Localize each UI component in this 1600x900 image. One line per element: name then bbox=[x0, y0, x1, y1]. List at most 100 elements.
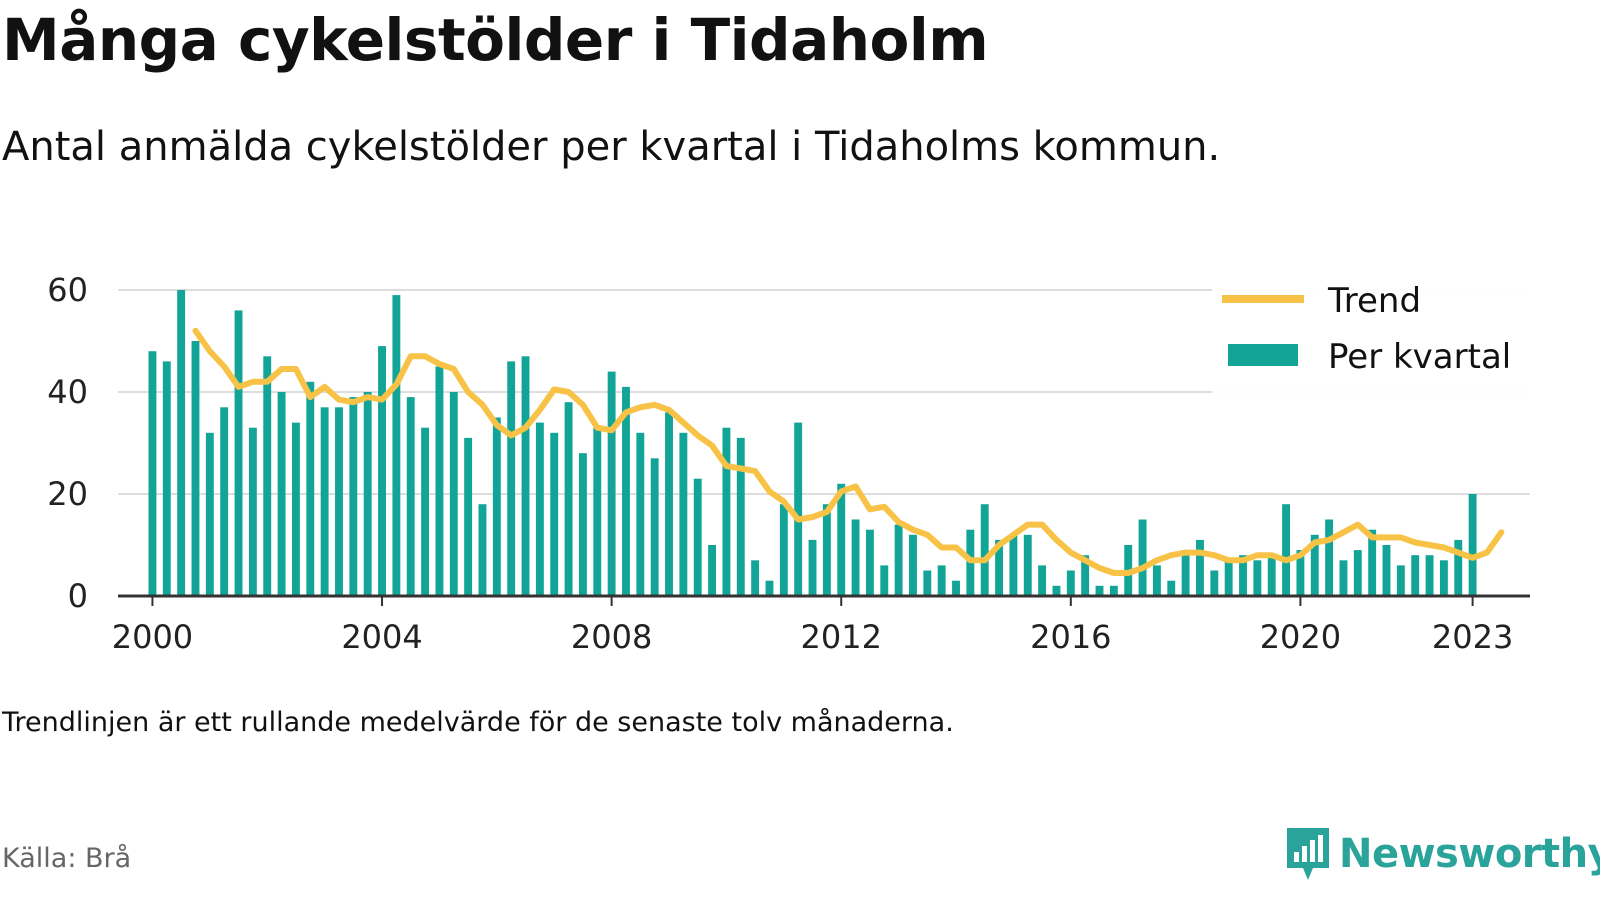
bar bbox=[162, 361, 171, 596]
y-axis-ticks: 0 20 40 60 bbox=[47, 271, 88, 615]
bar bbox=[1368, 529, 1377, 596]
y-tick-label: 40 bbox=[47, 373, 88, 411]
bar bbox=[1138, 519, 1147, 596]
legend-trend-label: Trend bbox=[1327, 281, 1421, 321]
bar bbox=[535, 422, 544, 596]
x-tick-label: 2008 bbox=[571, 618, 652, 656]
bar bbox=[923, 570, 932, 596]
bar bbox=[220, 407, 229, 596]
bar bbox=[622, 386, 630, 596]
bar bbox=[435, 366, 444, 596]
bar bbox=[306, 381, 315, 596]
bar bbox=[736, 437, 745, 596]
bar bbox=[1382, 545, 1391, 596]
bar bbox=[263, 356, 272, 596]
bar bbox=[363, 392, 372, 596]
bar bbox=[1181, 550, 1190, 596]
bar bbox=[894, 524, 903, 596]
x-tick-label: 2000 bbox=[112, 618, 193, 656]
bar bbox=[148, 351, 157, 596]
chart-svg: 0 20 40 60 2000 2004 2008 2012 2016 2020 2023 Tre… bbox=[47, 271, 1530, 656]
y-tick-label: 0 bbox=[68, 577, 88, 615]
bar bbox=[679, 432, 688, 596]
bar bbox=[779, 504, 788, 596]
x-axis bbox=[118, 594, 1530, 606]
bar bbox=[1196, 539, 1204, 596]
bar bbox=[1167, 580, 1176, 596]
source-label: Källa: Brå bbox=[2, 843, 132, 874]
bar bbox=[708, 545, 717, 596]
legend-bar-swatch bbox=[1228, 344, 1298, 366]
bar bbox=[1468, 494, 1477, 596]
bar bbox=[421, 427, 430, 596]
bar bbox=[449, 392, 458, 596]
bar bbox=[593, 427, 602, 596]
brand-name: Newsworthy bbox=[1339, 831, 1600, 877]
bar bbox=[392, 295, 401, 596]
bar bbox=[1095, 585, 1104, 596]
bar bbox=[349, 397, 358, 596]
bar bbox=[464, 437, 473, 596]
chart-subtitle: Antal anmälda cykelstölder per kvartal i… bbox=[2, 124, 1221, 170]
chart-title: Många cykelstölder i Tidaholm bbox=[2, 6, 989, 74]
bar bbox=[650, 458, 659, 596]
bar bbox=[865, 529, 874, 596]
bar bbox=[765, 580, 774, 596]
bar bbox=[1310, 534, 1319, 596]
bar bbox=[751, 560, 760, 596]
legend-bar-label: Per kvartal bbox=[1328, 337, 1511, 377]
x-tick-label: 2023 bbox=[1432, 618, 1513, 656]
bar bbox=[277, 392, 286, 596]
bar bbox=[550, 432, 559, 596]
bar bbox=[1109, 585, 1118, 596]
bar bbox=[1081, 555, 1090, 596]
bar-series bbox=[148, 290, 1477, 596]
bar bbox=[909, 534, 917, 596]
bar bbox=[492, 417, 501, 596]
trend-series bbox=[192, 327, 1505, 576]
y-tick-label: 20 bbox=[47, 475, 88, 513]
bar bbox=[1353, 550, 1362, 596]
legend: Trend Per kvartal bbox=[1212, 281, 1530, 398]
bar bbox=[578, 453, 587, 596]
x-tick-label: 2012 bbox=[801, 618, 882, 656]
bar bbox=[1267, 555, 1276, 596]
bar bbox=[995, 539, 1004, 596]
bar bbox=[693, 478, 702, 596]
brand-logo: Newsworthy bbox=[1283, 826, 1600, 882]
trend-line bbox=[192, 327, 1505, 576]
footnote: Trendlinjen är ett rullande medelvärde f… bbox=[2, 707, 954, 738]
bar-chart-logo-icon bbox=[1287, 828, 1329, 880]
bar bbox=[808, 539, 817, 596]
bar bbox=[205, 432, 214, 596]
bar bbox=[607, 371, 616, 596]
bar bbox=[234, 310, 243, 596]
bar bbox=[822, 504, 831, 596]
bar bbox=[665, 412, 673, 596]
x-tick-label: 2020 bbox=[1260, 618, 1341, 656]
bar bbox=[851, 519, 860, 596]
bar bbox=[952, 580, 960, 596]
bar bbox=[406, 397, 415, 596]
bar bbox=[1253, 560, 1262, 596]
bar bbox=[478, 504, 487, 596]
bar bbox=[1210, 570, 1219, 596]
bar bbox=[1325, 519, 1334, 596]
bar bbox=[1411, 555, 1420, 596]
bar bbox=[248, 427, 257, 596]
bar bbox=[1339, 560, 1348, 596]
bar bbox=[1023, 534, 1032, 596]
bar bbox=[335, 407, 343, 596]
bar bbox=[1396, 565, 1405, 596]
bar bbox=[880, 565, 889, 596]
bar bbox=[1239, 555, 1247, 596]
bar bbox=[1152, 565, 1161, 596]
bar bbox=[1224, 560, 1233, 596]
bar bbox=[980, 504, 989, 596]
bar bbox=[636, 432, 645, 596]
bar bbox=[1425, 555, 1434, 596]
bar bbox=[722, 427, 731, 596]
bar bbox=[521, 356, 530, 596]
bar bbox=[1296, 550, 1305, 596]
bar bbox=[177, 290, 186, 596]
